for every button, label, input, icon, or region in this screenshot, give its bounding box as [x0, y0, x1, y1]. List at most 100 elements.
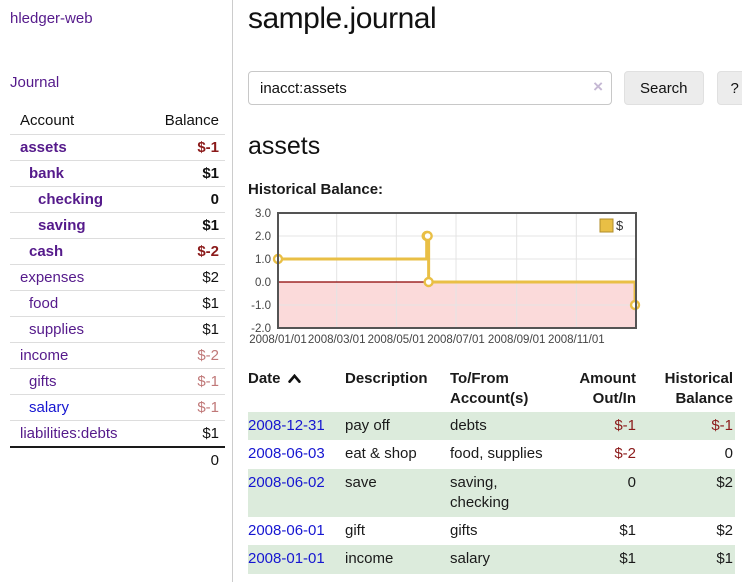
svg-text:2008/09/01: 2008/09/01	[488, 334, 546, 346]
accounts-header-balance: Balance	[164, 112, 219, 129]
account-link-liabilities-debts[interactable]: liabilities:debts	[20, 425, 118, 442]
transaction-description: pay off	[345, 417, 390, 434]
svg-text:2008/03/01: 2008/03/01	[308, 334, 366, 346]
account-balance: $1	[202, 165, 219, 182]
account-link-food[interactable]: food	[29, 295, 59, 312]
date-header-label: Date	[248, 370, 281, 387]
accounts-header-row: Account Balance	[10, 108, 225, 135]
transaction-balance: $1	[716, 550, 733, 568]
account-row: salary $-1	[10, 394, 225, 421]
transaction-date-link[interactable]: 2008-01-01	[248, 550, 325, 568]
transaction-accounts: food, supplies	[450, 445, 543, 463]
account-row: food $1	[10, 290, 225, 317]
account-heading: assets	[248, 132, 321, 160]
account-link-supplies[interactable]: supplies	[29, 321, 85, 338]
account-balance: $-2	[197, 347, 219, 364]
account-link-cash[interactable]: cash	[29, 243, 64, 260]
register-header-amount: Amount Out/In	[579, 370, 636, 407]
main-content: sample.journal × Search ? assets Histori…	[233, 0, 742, 582]
transaction-balance: $2	[716, 473, 733, 491]
svg-text:1.0: 1.0	[255, 254, 271, 266]
register-row: 2008-06-03 eat & shop food, supplies $-2…	[248, 440, 735, 468]
svg-text:-2.0: -2.0	[251, 323, 271, 335]
transaction-description: eat & shop	[345, 445, 417, 463]
svg-text:$: $	[616, 218, 624, 233]
svg-text:2008/11/01: 2008/11/01	[548, 334, 605, 346]
svg-text:2008/07/01: 2008/07/01	[427, 334, 485, 346]
transaction-date-link[interactable]: 2008-12-31	[248, 417, 325, 434]
account-row: supplies $1	[10, 316, 225, 343]
account-link-gifts[interactable]: gifts	[29, 373, 57, 390]
accounts-header-account: Account	[20, 112, 75, 129]
accounts-total-balance: 0	[210, 452, 219, 469]
transaction-date-link[interactable]: 2008-06-01	[248, 522, 325, 539]
account-link-checking[interactable]: checking	[38, 191, 104, 208]
transaction-balance: 0	[724, 445, 733, 463]
brand-link[interactable]: hledger-web	[10, 10, 93, 27]
account-row: expenses $2	[10, 264, 225, 291]
clear-search-icon[interactable]: ×	[593, 77, 603, 96]
account-balance: $-2	[197, 243, 219, 260]
transaction-description: gift	[345, 522, 366, 539]
transaction-description: save	[345, 473, 377, 491]
transaction-accounts: gifts	[450, 522, 478, 539]
transaction-date-link[interactable]: 2008-06-03	[248, 445, 325, 463]
account-row: gifts $-1	[10, 368, 225, 395]
transaction-amount: $1	[619, 522, 636, 539]
register-header-description: Description	[345, 370, 428, 387]
transaction-amount: $-1	[614, 417, 636, 434]
svg-text:2008/01/01: 2008/01/01	[249, 334, 307, 346]
register-table: Date Description To/From Account(s) Amou…	[248, 366, 735, 574]
accounts-table: Account Balance assets $-1 bank $1 check…	[10, 108, 225, 473]
transaction-accounts: debts	[450, 417, 487, 434]
chart-title: Historical Balance:	[248, 181, 384, 198]
account-link-saving[interactable]: saving	[38, 217, 86, 234]
account-row: assets $-1	[10, 134, 225, 161]
register-row: 2008-06-02 save saving, checking 0 $2	[248, 468, 735, 517]
register-header-date[interactable]: Date	[248, 366, 345, 412]
account-balance: $1	[202, 217, 219, 234]
transaction-amount: $1	[619, 550, 636, 568]
register-header-row: Date Description To/From Account(s) Amou…	[248, 366, 735, 412]
account-balance: $-1	[197, 373, 219, 390]
account-link-income[interactable]: income	[20, 347, 69, 364]
account-balance: $-1	[197, 139, 219, 156]
sort-ascending-icon	[287, 374, 301, 384]
register-row: 2008-12-31 pay off debts $-1 $-1	[248, 412, 735, 441]
account-link-expenses[interactable]: expenses	[20, 269, 85, 286]
register-header-balance: Historical Balance	[664, 370, 733, 407]
search-box: ×	[248, 71, 612, 105]
account-balance: $1	[202, 425, 219, 442]
svg-text:-1.0: -1.0	[251, 300, 271, 312]
transaction-balance: $-1	[711, 417, 733, 434]
help-button[interactable]: ?	[716, 71, 742, 105]
account-row: income $-2	[10, 342, 225, 369]
page-title: sample.journal	[248, 2, 437, 35]
transaction-amount: 0	[627, 473, 636, 491]
historical-balance-chart[interactable]: -2.0 -1.0 0.0 1.0 2.0 3.0 2008/01/01 2008/03/01…	[248, 205, 644, 349]
account-link-bank[interactable]: bank	[29, 165, 65, 182]
transaction-balance: $2	[716, 522, 733, 539]
account-link-salary[interactable]: salary	[29, 399, 70, 416]
account-link-assets[interactable]: assets	[20, 139, 67, 156]
register-row: 2008-06-01 gift gifts $1 $2	[248, 517, 735, 545]
sidebar-item-journal[interactable]: Journal	[10, 74, 60, 91]
transaction-date-link[interactable]: 2008-06-02	[248, 473, 325, 491]
account-row: saving $1	[10, 212, 225, 239]
transaction-amount: $-2	[614, 445, 636, 463]
search-input[interactable]	[248, 71, 612, 105]
transaction-accounts: salary	[450, 550, 491, 568]
transaction-description: income	[345, 550, 394, 568]
sidebar: hledger-web Journal Account Balance asse…	[0, 0, 233, 582]
register-row: 2008-01-01 income salary $1 $1	[248, 545, 735, 574]
account-balance: $2	[202, 269, 219, 286]
search-form: × Search ?	[248, 71, 742, 105]
account-row: bank $1	[10, 160, 225, 187]
search-button[interactable]: Search	[624, 71, 704, 105]
svg-text:2.0: 2.0	[255, 231, 271, 243]
svg-text:2008/05/01: 2008/05/01	[368, 334, 426, 346]
account-row: checking 0	[10, 186, 225, 213]
account-balance: 0	[210, 191, 219, 208]
register-header-accounts: To/From Account(s)	[450, 370, 529, 407]
